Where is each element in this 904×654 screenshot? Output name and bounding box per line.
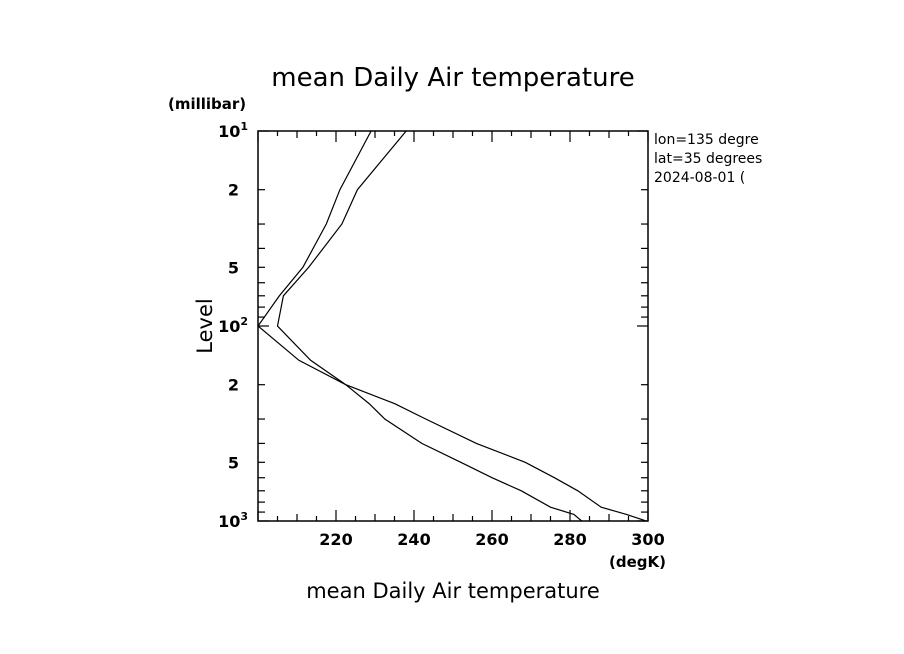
series-group <box>258 131 647 521</box>
x-tick-label: 280 <box>553 530 586 549</box>
y-tick-label: 2 <box>228 181 239 200</box>
y-axis-unit: (millibar) <box>168 95 246 113</box>
series-line <box>258 131 583 521</box>
annotation-line: lat=35 degrees <box>654 151 762 167</box>
x-tick-label: 220 <box>319 530 352 549</box>
x-axis-unit: (degK) <box>609 553 666 571</box>
annotation-line: 2024-08-01 ( <box>654 170 745 186</box>
y-tick-label: 5 <box>228 453 239 472</box>
x-tick-label: 300 <box>631 530 664 549</box>
x-tick-label: 240 <box>397 530 430 549</box>
series-line <box>276 131 647 521</box>
y-tick-label: 5 <box>228 258 239 277</box>
x-axis-label: mean Daily Air temperature <box>306 579 600 603</box>
y-tick-label: 101 <box>218 120 248 141</box>
y-tick-label: 103 <box>218 510 248 531</box>
y-axis-label: Level <box>193 298 217 353</box>
annotation-line: lon=135 degre <box>654 132 759 148</box>
chart-title: mean Daily Air temperature <box>271 63 634 93</box>
plot-frame <box>257 130 649 522</box>
y-tick-label: 2 <box>228 376 239 395</box>
axes: 101 102 103 2 5 2 5 220 240 260 280 300 <box>218 120 665 549</box>
annotation-block: lon=135 degre lat=35 degrees 2024-08-01 … <box>654 132 762 186</box>
y-tick-label: 102 <box>218 315 248 336</box>
x-tick-label: 260 <box>475 530 508 549</box>
